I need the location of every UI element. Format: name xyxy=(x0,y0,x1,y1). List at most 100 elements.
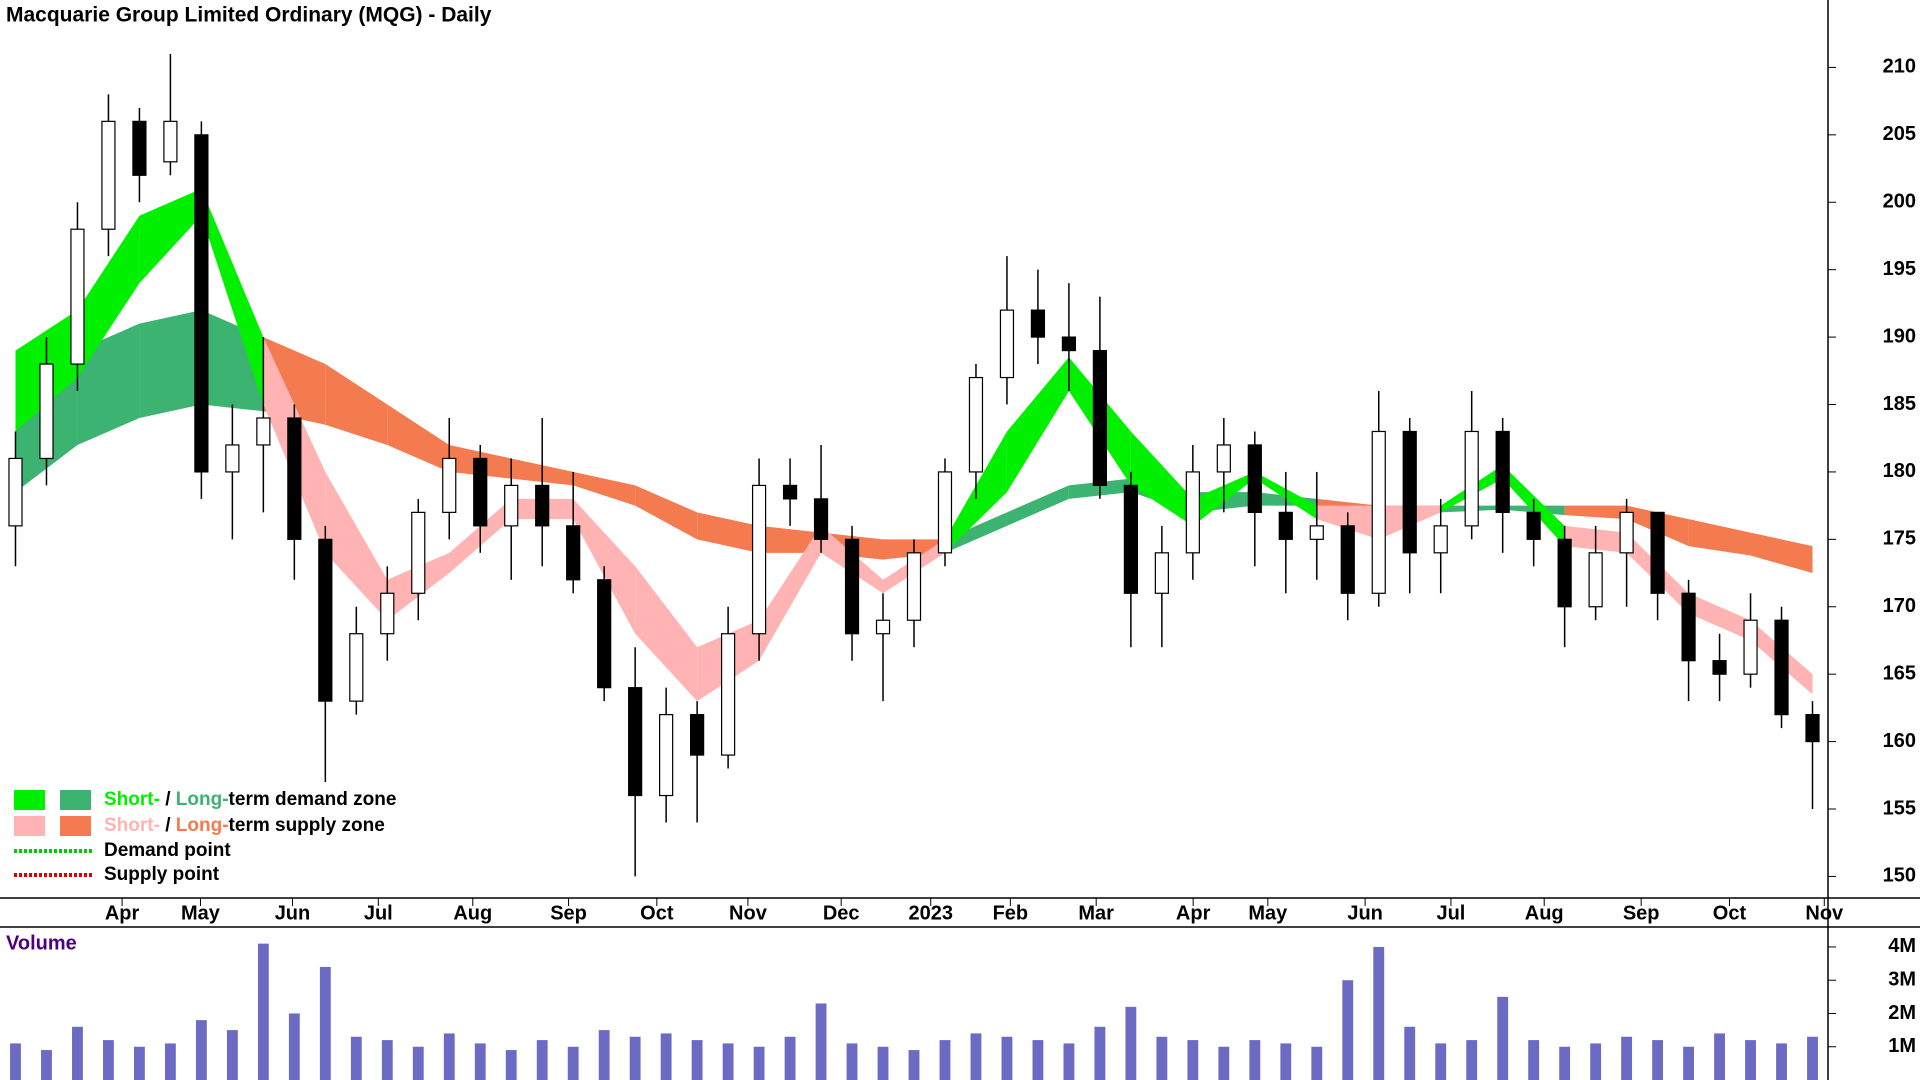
volume-bar xyxy=(722,1043,734,1080)
long-zone-segment xyxy=(944,512,1007,553)
y-tick-label: 150 xyxy=(1883,865,1916,887)
volume-bar xyxy=(536,1040,548,1080)
candle-body xyxy=(70,228,85,365)
volume-bar xyxy=(1032,1040,1044,1080)
y-tick-label: 190 xyxy=(1883,325,1916,347)
candle-body xyxy=(1030,309,1046,338)
volume-bar xyxy=(505,1050,517,1080)
legend-label-part: term supply zone xyxy=(229,815,385,836)
x-tick-label: Mar xyxy=(1078,902,1114,924)
x-tick-label: Jul xyxy=(364,902,393,924)
x-tick-label: May xyxy=(1248,902,1288,924)
candle-body xyxy=(349,633,364,702)
candle-body xyxy=(535,484,550,527)
volume-bar xyxy=(1528,1040,1540,1080)
volume-bar xyxy=(1714,1033,1725,1080)
candle-body xyxy=(597,579,612,689)
x-tick-label: Jun xyxy=(1347,902,1383,924)
short-zone-segment xyxy=(325,471,388,621)
y-tick-label: 175 xyxy=(1883,528,1916,550)
volume-bar xyxy=(1497,996,1509,1080)
candle-body xyxy=(1526,511,1541,540)
long-zone-segment xyxy=(697,512,760,553)
x-tick-label: Jul xyxy=(1436,902,1465,924)
y-tick-label: 210 xyxy=(1883,56,1916,78)
volume-bar xyxy=(753,1046,765,1080)
legend-label: Short- / Long-term supply zone xyxy=(104,815,385,836)
volume-bar xyxy=(474,1043,486,1080)
candle-body xyxy=(875,619,891,635)
legend-swatch xyxy=(14,816,45,836)
candle-body xyxy=(844,538,860,635)
candle-body xyxy=(751,484,767,635)
volume-bar xyxy=(1807,1036,1818,1080)
volume-bar xyxy=(1280,1043,1292,1080)
candle-body xyxy=(411,511,426,594)
x-tick-label: Oct xyxy=(1713,902,1747,924)
volume-bar xyxy=(381,1040,393,1080)
volume-bar xyxy=(1373,946,1385,1080)
volume-bar xyxy=(1218,1046,1230,1080)
chart-title: Macquarie Group Limited Ordinary (MQG) -… xyxy=(6,4,492,27)
volume-bar xyxy=(598,1030,610,1080)
x-tick-label: Apr xyxy=(1176,902,1211,924)
y-tick-label: 160 xyxy=(1883,730,1916,752)
volume-bar xyxy=(72,1026,83,1080)
short-zone-segment xyxy=(77,215,140,378)
candle-body xyxy=(1247,444,1262,513)
volume-bar xyxy=(103,1040,114,1080)
candle-body xyxy=(659,714,674,797)
candle-body xyxy=(1309,525,1324,540)
volume-bar xyxy=(691,1040,703,1080)
legend-label: Demand point xyxy=(104,840,231,861)
long-zone-segment xyxy=(1750,532,1813,574)
y-tick-label: 180 xyxy=(1883,460,1916,482)
candle-body xyxy=(8,457,23,527)
volume-bar xyxy=(1590,1043,1602,1080)
legend-label-part: / xyxy=(160,815,176,836)
candle-body xyxy=(1557,538,1572,608)
volume-bar xyxy=(288,1013,300,1080)
candle-body xyxy=(1092,349,1108,487)
volume-bar xyxy=(567,1046,579,1080)
candle-body xyxy=(1061,336,1077,352)
x-tick-label: Nov xyxy=(1805,902,1844,924)
candle-body xyxy=(1650,511,1665,594)
x-tick-label: Feb xyxy=(993,902,1029,924)
long-zone-segment xyxy=(1006,485,1069,526)
volume-bar xyxy=(1156,1036,1168,1080)
short-zone-segment xyxy=(139,188,202,284)
short-zone-segment xyxy=(1688,593,1751,641)
candle-body xyxy=(101,120,116,230)
volume-bar xyxy=(939,1040,951,1080)
y-tick-label: 195 xyxy=(1883,258,1916,280)
candle-body xyxy=(39,363,54,460)
volume-bar xyxy=(784,1036,796,1080)
candle-body xyxy=(163,120,178,163)
candle-body xyxy=(1681,592,1696,662)
candle-body xyxy=(1433,525,1448,554)
volume-title: Volume xyxy=(6,932,77,954)
candle-body xyxy=(132,120,147,176)
volume-tick-label: 4M xyxy=(1888,935,1916,957)
candle-body xyxy=(287,417,302,540)
volume-bar xyxy=(1342,980,1354,1080)
legend-label-part: Short- xyxy=(104,815,160,836)
short-zone-segment xyxy=(759,525,822,661)
x-tick-label: Dec xyxy=(823,902,860,924)
candle-body xyxy=(1495,430,1510,513)
volume-bar xyxy=(319,966,331,1080)
candle-body xyxy=(225,444,240,473)
volume-bar xyxy=(1094,1026,1106,1080)
volume-bar xyxy=(908,1050,920,1080)
candle-body xyxy=(968,376,984,473)
candle-body xyxy=(1464,430,1479,527)
y-tick-label: 200 xyxy=(1883,191,1916,213)
candle-body xyxy=(1278,511,1293,540)
short-zone-segment xyxy=(573,498,636,634)
candle-body xyxy=(1619,511,1634,554)
volume-tick-label: 2M xyxy=(1888,1002,1916,1024)
volume-bar xyxy=(134,1046,145,1080)
volume-bar xyxy=(195,1020,207,1080)
